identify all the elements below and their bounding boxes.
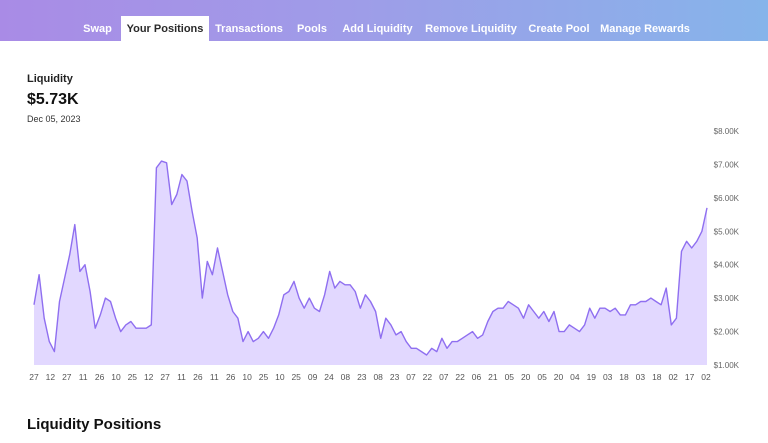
y-tick-label: $6.00K (714, 194, 740, 203)
x-tick-label: 08 (341, 372, 351, 382)
x-tick-label: 24 (324, 372, 334, 382)
x-tick-label: 19 (587, 372, 597, 382)
x-tick-label: 18 (619, 372, 629, 382)
x-tick-label: 25 (128, 372, 138, 382)
y-tick-label: $5.00K (714, 227, 740, 236)
x-tick-label: 21 (488, 372, 498, 382)
liquidity-label: Liquidity (27, 73, 73, 85)
y-tick-label: $2.00K (714, 328, 740, 337)
y-tick-label: $8.00K (714, 127, 740, 136)
x-tick-label: 27 (62, 372, 72, 382)
y-tick-label: $1.00K (714, 361, 740, 370)
x-tick-label: 27 (160, 372, 170, 382)
x-tick-label: 07 (406, 372, 416, 382)
x-tick-label: 26 (95, 372, 105, 382)
x-axis: 27 12 27 11 26 10 25 12 27 11 26 11 26 10 25 10 25 09 24 08… (29, 372, 711, 382)
x-tick-label: 22 (423, 372, 433, 382)
liquidity-area (34, 161, 707, 365)
x-tick-label: 10 (275, 372, 285, 382)
x-tick-label: 10 (111, 372, 121, 382)
x-tick-label: 20 (521, 372, 531, 382)
x-tick-label: 02 (701, 372, 711, 382)
x-tick-label: 12 (144, 372, 154, 382)
x-tick-label: 11 (177, 372, 186, 382)
y-tick-label: $4.00K (714, 261, 740, 270)
y-axis: $8.00K $7.00K $6.00K $5.00K $4.00K $3.00K $2.0… (714, 127, 740, 370)
tab-swap[interactable]: Swap (83, 22, 112, 35)
tab-pools[interactable]: Pools (297, 22, 327, 35)
liquidity-value: $5.73K (27, 91, 79, 108)
x-tick-label: 02 (668, 372, 678, 382)
tab-remove-liquidity[interactable]: Remove Liquidity (425, 22, 517, 35)
x-tick-label: 03 (603, 372, 613, 382)
x-tick-label: 23 (390, 372, 400, 382)
x-tick-label: 04 (570, 372, 580, 382)
tab-your-positions[interactable]: Your Positions (121, 16, 209, 41)
x-tick-label: 05 (537, 372, 547, 382)
x-tick-label: 17 (685, 372, 695, 382)
x-tick-label: 09 (308, 372, 318, 382)
liquidity-chart[interactable]: $8.00K $7.00K $6.00K $5.00K $4.00K $3.00K $2.0… (0, 120, 768, 390)
chart-plot-area (33, 160, 708, 365)
top-nav: Swap Your Positions Transactions Pools A… (0, 0, 768, 41)
x-tick-label: 22 (455, 372, 465, 382)
y-tick-label: $3.00K (714, 294, 740, 303)
x-tick-label: 08 (373, 372, 383, 382)
x-tick-label: 25 (291, 372, 301, 382)
liquidity-date: Dec 05, 2023 (27, 114, 81, 124)
x-tick-label: 03 (636, 372, 646, 382)
x-tick-label: 10 (242, 372, 252, 382)
x-tick-label: 23 (357, 372, 367, 382)
x-tick-label: 11 (79, 372, 88, 382)
x-tick-label: 06 (472, 372, 482, 382)
x-tick-label: 20 (554, 372, 564, 382)
x-tick-label: 11 (210, 372, 219, 382)
x-tick-label: 07 (439, 372, 449, 382)
x-tick-label: 26 (226, 372, 236, 382)
tab-create-pool[interactable]: Create Pool (528, 22, 590, 35)
liquidity-positions-title: Liquidity Positions (27, 416, 162, 433)
tab-manage-rewards[interactable]: Manage Rewards (600, 22, 690, 35)
x-tick-label: 18 (652, 372, 662, 382)
x-tick-label: 12 (46, 372, 56, 382)
x-tick-label: 26 (193, 372, 203, 382)
tab-transactions[interactable]: Transactions (215, 22, 283, 35)
y-tick-label: $7.00K (714, 160, 740, 169)
x-tick-label: 27 (29, 372, 39, 382)
x-tick-label: 25 (259, 372, 269, 382)
x-tick-label: 05 (505, 372, 515, 382)
tab-add-liquidity[interactable]: Add Liquidity (342, 22, 413, 35)
liquidity-line (33, 160, 708, 356)
